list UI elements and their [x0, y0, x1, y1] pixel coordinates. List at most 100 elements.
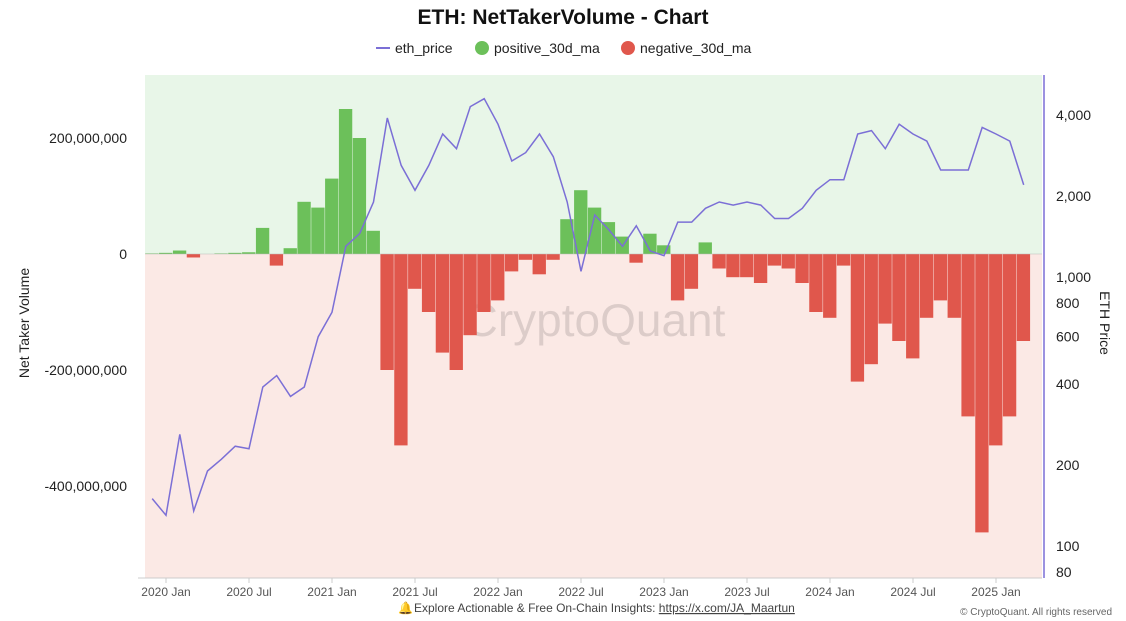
footer-caption: Explore Actionable & Free On-Chain Insig… — [414, 601, 659, 615]
negative-bar — [518, 254, 533, 260]
negative-bar — [919, 254, 934, 318]
negative-bar — [449, 254, 463, 370]
negative-bar — [1002, 254, 1017, 417]
negative-bar — [781, 254, 795, 269]
negative-bar — [767, 254, 782, 266]
negative-bar — [1016, 254, 1031, 341]
positive-bar — [338, 109, 353, 254]
positive-bar — [214, 253, 228, 254]
positive-bar — [352, 138, 367, 254]
right-tick-label: 4,000 — [1056, 107, 1091, 123]
right-tick-label: 200 — [1056, 457, 1080, 473]
bars — [145, 109, 1031, 533]
negative-bar — [795, 254, 809, 283]
x-tick-label: 2020 Jan — [141, 585, 190, 599]
left-axis-ticks: 200,000,000 0 -200,000,000 -400,000,000 — [44, 130, 127, 494]
negative-bar — [504, 254, 519, 272]
legend-positive-swatch — [475, 41, 489, 55]
legend-negative-swatch — [621, 41, 635, 55]
x-tick-label: 2022 Jan — [473, 585, 522, 599]
positive-bar — [145, 253, 159, 254]
legend: eth_price positive_30d_ma negative_30d_m… — [376, 40, 752, 56]
positive-bar — [643, 233, 657, 254]
x-tick-label: 2025 Jan — [971, 585, 1020, 599]
negative-bar — [836, 254, 851, 266]
negative-bar — [753, 254, 768, 283]
positive-bar — [172, 250, 187, 254]
negative-bar — [892, 254, 906, 341]
positive-bar — [698, 242, 712, 254]
left-axis-label: Net Taker Volume — [16, 268, 32, 378]
negative-bar — [269, 254, 284, 266]
x-axis-ticks: 2020 Jan 2020 Jul 2021 Jan 2021 Jul 2022 Jan… — [141, 578, 1021, 599]
positive-bar — [242, 252, 256, 254]
left-tick-label: 200,000,000 — [49, 130, 127, 146]
negative-bar — [961, 254, 975, 417]
x-tick-label: 2021 Jul — [392, 585, 437, 599]
negative-bar — [933, 254, 948, 301]
footer-text: Explore Actionable & Free On-Chain Insig… — [414, 601, 795, 615]
negative-bar — [906, 254, 920, 359]
right-tick-label: 80 — [1056, 564, 1072, 580]
x-tick-label: 2021 Jan — [307, 585, 356, 599]
positive-bar — [228, 252, 242, 254]
negative-bar — [809, 254, 823, 312]
right-tick-label: 1,000 — [1056, 269, 1091, 285]
positive-bar — [311, 207, 325, 254]
right-tick-label: 400 — [1056, 376, 1080, 392]
right-tick-label: 2,000 — [1056, 188, 1091, 204]
positive-bar — [297, 201, 311, 254]
positive-bar — [325, 178, 339, 254]
negative-bar — [975, 254, 989, 533]
negative-bar — [477, 254, 491, 312]
x-tick-label: 2020 Jul — [226, 585, 271, 599]
positive-bar — [255, 227, 270, 254]
negative-bar — [864, 254, 878, 365]
positive-bar — [159, 252, 173, 254]
right-tick-label: 600 — [1056, 329, 1080, 345]
negative-bar — [394, 254, 408, 446]
eth-price-line — [151, 97, 1025, 518]
negative-bar — [740, 254, 754, 278]
legend-positive[interactable]: positive_30d_ma — [494, 40, 600, 56]
negative-bar — [684, 254, 699, 289]
negative-bar — [850, 254, 865, 382]
left-tick-label: -400,000,000 — [44, 478, 127, 494]
positive-bar — [601, 222, 616, 254]
legend-eth-price[interactable]: eth_price — [395, 40, 453, 56]
left-tick-label: -200,000,000 — [44, 362, 127, 378]
positive-bar — [657, 245, 671, 254]
negative-bar — [989, 254, 1003, 446]
negative-bar — [532, 254, 546, 275]
negative-bar — [712, 254, 726, 269]
copyright: © CryptoQuant. All rights reserved — [960, 607, 1112, 618]
negative-bar — [726, 254, 740, 278]
positive-bar — [366, 230, 380, 254]
x-tick-label: 2024 Jan — [805, 585, 854, 599]
right-tick-label: 100 — [1056, 538, 1080, 554]
negative-bar — [186, 254, 201, 258]
chart-title: ETH: NetTakerVolume - Chart — [418, 6, 709, 29]
positive-bar — [574, 190, 588, 254]
left-tick-label: 0 — [119, 246, 127, 262]
x-tick-label: 2023 Jul — [724, 585, 769, 599]
x-tick-label: 2024 Jul — [890, 585, 935, 599]
right-tick-label: 800 — [1056, 295, 1080, 311]
right-axis-ticks: 4,000 2,000 1,000 800 600 400 200 100 80 — [1056, 107, 1091, 580]
footer-link[interactable]: https://x.com/JA_Maartun — [659, 601, 795, 615]
negative-bar — [878, 254, 892, 324]
x-tick-label: 2022 Jul — [558, 585, 603, 599]
x-tick-label: 2023 Jan — [639, 585, 688, 599]
negative-bar — [408, 254, 422, 289]
watermark: CryptoQuant — [465, 294, 726, 346]
footer-bell-icon: 🔔 — [398, 601, 413, 615]
right-axis-label: ETH Price — [1097, 291, 1113, 355]
negative-bar — [421, 254, 436, 312]
negative-bar — [546, 254, 560, 260]
legend-negative[interactable]: negative_30d_ma — [640, 40, 752, 56]
negative-bar — [380, 254, 394, 370]
negative-bar — [670, 254, 685, 301]
positive-bar — [560, 219, 574, 254]
